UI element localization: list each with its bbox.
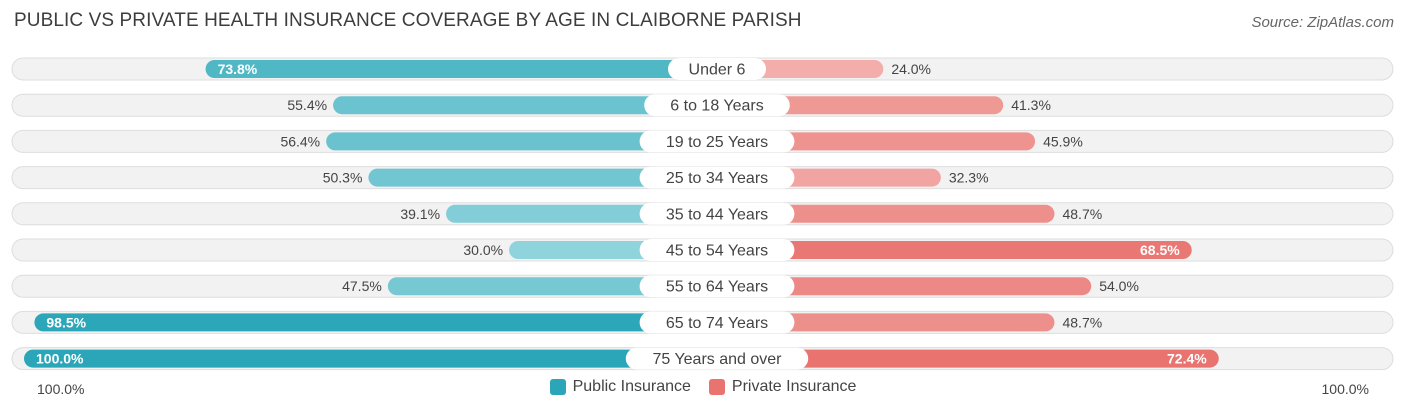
category-pill — [644, 94, 790, 117]
bar-public-value: 100.0% — [36, 351, 84, 367]
bar-public-value: 56.4% — [280, 133, 320, 149]
category-label: 75 Years and over — [653, 351, 783, 368]
bar-public-value: 30.0% — [463, 242, 503, 258]
legend-item-private[interactable]: Private Insurance — [708, 378, 857, 396]
chart-title: PUBLIC VS PRIVATE HEALTH INSURANCE COVER… — [14, 10, 802, 31]
category-pill — [639, 275, 795, 298]
bar-public-value: 47.5% — [342, 278, 382, 294]
category-label: Under 6 — [689, 62, 746, 79]
axis-right-label: 100.0% — [1321, 381, 1369, 397]
legend-swatch-private — [708, 379, 725, 395]
bar-private[interactable] — [717, 132, 1036, 151]
category-label: 6 to 18 Years — [670, 98, 763, 115]
category-pill — [668, 58, 766, 80]
bar-public[interactable] — [34, 313, 717, 332]
bar-public[interactable] — [326, 132, 717, 151]
legend: Public Insurance Private Insurance — [0, 378, 1406, 396]
bar-private-value: 41.3% — [1011, 97, 1051, 113]
bar-private-value: 32.3% — [949, 170, 989, 186]
bar-private-value: 24.0% — [891, 61, 931, 77]
category-pill — [625, 347, 809, 370]
bar-private-value: 72.4% — [1167, 351, 1207, 367]
category-label: 35 to 44 Years — [666, 206, 768, 223]
category-pill — [639, 202, 795, 225]
bar-private-value: 48.7% — [1062, 206, 1102, 222]
category-pill — [639, 239, 795, 261]
bar-public-value: 50.3% — [323, 170, 363, 186]
bar-public[interactable] — [24, 349, 717, 368]
bar-public[interactable] — [205, 60, 718, 78]
bar-private[interactable] — [717, 277, 1092, 296]
bar-public-value: 55.4% — [287, 97, 327, 113]
category-pill — [639, 130, 795, 153]
bar-private[interactable] — [717, 313, 1055, 332]
bar-private-value: 48.7% — [1062, 314, 1102, 330]
category-label: 45 to 54 Years — [666, 243, 768, 260]
bar-public[interactable] — [333, 96, 717, 115]
bar-private-value: 45.9% — [1043, 133, 1083, 149]
bar-private-value: 54.0% — [1099, 278, 1139, 294]
bar-public[interactable] — [368, 168, 717, 187]
legend-label-public: Public Insurance — [572, 378, 691, 395]
category-label: 55 to 64 Years — [666, 279, 768, 296]
category-label: 25 to 34 Years — [666, 170, 768, 187]
bar-public-value: 73.8% — [218, 61, 258, 77]
bar-public[interactable] — [387, 277, 717, 296]
bar-public-value: 39.1% — [400, 206, 440, 222]
legend-label-private: Private Insurance — [731, 378, 857, 395]
bar-public-value: 98.5% — [46, 314, 86, 330]
chart-source: Source: ZipAtlas.com — [1251, 14, 1394, 31]
axis-left-label: 100.0% — [37, 381, 85, 397]
bar-private-value: 68.5% — [1140, 242, 1180, 258]
category-pill — [639, 311, 795, 334]
legend-item-public[interactable]: Public Insurance — [549, 378, 691, 396]
legend-swatch-public — [549, 379, 566, 395]
bar-private[interactable] — [717, 349, 1219, 368]
bar-private[interactable] — [717, 204, 1055, 223]
category-label: 65 to 74 Years — [666, 315, 768, 332]
bar-private[interactable] — [717, 241, 1192, 259]
category-label: 19 to 25 Years — [666, 134, 768, 151]
category-pill — [639, 166, 795, 189]
